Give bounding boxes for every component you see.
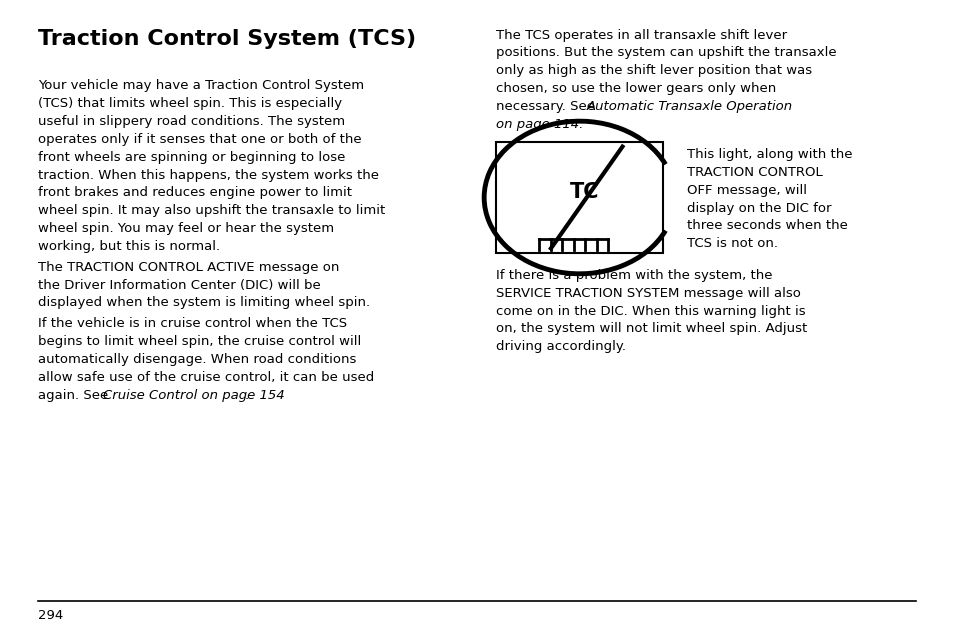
Text: TRACTION CONTROL: TRACTION CONTROL (686, 166, 821, 179)
Text: driving accordingly.: driving accordingly. (496, 340, 625, 353)
Text: traction. When this happens, the system works the: traction. When this happens, the system … (38, 169, 378, 181)
Text: only as high as the shift lever position that was: only as high as the shift lever position… (496, 64, 811, 77)
Text: Your vehicle may have a Traction Control System: Your vehicle may have a Traction Control… (38, 80, 364, 92)
Text: wheel spin. You may feel or hear the system: wheel spin. You may feel or hear the sys… (38, 222, 334, 235)
Text: operates only if it senses that one or both of the: operates only if it senses that one or b… (38, 133, 361, 146)
Text: TCS is not on.: TCS is not on. (686, 237, 777, 250)
Text: OFF message, will: OFF message, will (686, 184, 806, 197)
Text: automatically disengage. When road conditions: automatically disengage. When road condi… (38, 353, 356, 366)
Text: This light, along with the: This light, along with the (686, 148, 851, 161)
Text: (TCS) that limits wheel spin. This is especially: (TCS) that limits wheel spin. This is es… (38, 97, 342, 110)
Text: three seconds when the: three seconds when the (686, 219, 847, 232)
Text: on page 114.: on page 114. (496, 118, 583, 130)
Text: allow safe use of the cruise control, it can be used: allow safe use of the cruise control, it… (38, 371, 374, 384)
Text: front brakes and reduces engine power to limit: front brakes and reduces engine power to… (38, 186, 352, 199)
Text: SERVICE TRACTION SYSTEM message will also: SERVICE TRACTION SYSTEM message will als… (496, 287, 801, 300)
Text: 294: 294 (38, 609, 63, 622)
Text: The TCS operates in all transaxle shift lever: The TCS operates in all transaxle shift … (496, 29, 786, 41)
Text: begins to limit wheel spin, the cruise control will: begins to limit wheel spin, the cruise c… (38, 335, 361, 348)
Text: Cruise Control on page 154: Cruise Control on page 154 (103, 389, 284, 401)
Text: on, the system will not limit wheel spin. Adjust: on, the system will not limit wheel spin… (496, 322, 806, 335)
Text: necessary. See: necessary. See (496, 100, 598, 113)
Text: The TRACTION CONTROL ACTIVE message on: The TRACTION CONTROL ACTIVE message on (38, 261, 339, 273)
Text: chosen, so use the lower gears only when: chosen, so use the lower gears only when (496, 82, 776, 95)
Text: Automatic Transaxle Operation: Automatic Transaxle Operation (586, 100, 792, 113)
Text: If the vehicle is in cruise control when the TCS: If the vehicle is in cruise control when… (38, 317, 347, 330)
Text: come on in the DIC. When this warning light is: come on in the DIC. When this warning li… (496, 305, 805, 317)
Text: .: . (244, 389, 248, 401)
Text: wheel spin. It may also upshift the transaxle to limit: wheel spin. It may also upshift the tran… (38, 204, 385, 217)
Text: positions. But the system can upshift the transaxle: positions. But the system can upshift th… (496, 46, 836, 59)
Text: again. See: again. See (38, 389, 112, 401)
Text: useful in slippery road conditions. The system: useful in slippery road conditions. The … (38, 115, 345, 128)
Text: Traction Control System (TCS): Traction Control System (TCS) (38, 29, 416, 48)
Text: If there is a problem with the system, the: If there is a problem with the system, t… (496, 269, 772, 282)
Text: working, but this is normal.: working, but this is normal. (38, 240, 220, 252)
Text: displayed when the system is limiting wheel spin.: displayed when the system is limiting wh… (38, 296, 370, 309)
Text: display on the DIC for: display on the DIC for (686, 202, 830, 214)
Bar (496, 142, 662, 253)
Text: front wheels are spinning or beginning to lose: front wheels are spinning or beginning t… (38, 151, 345, 163)
Text: the Driver Information Center (DIC) will be: the Driver Information Center (DIC) will… (38, 279, 320, 291)
Text: TC: TC (569, 183, 598, 202)
